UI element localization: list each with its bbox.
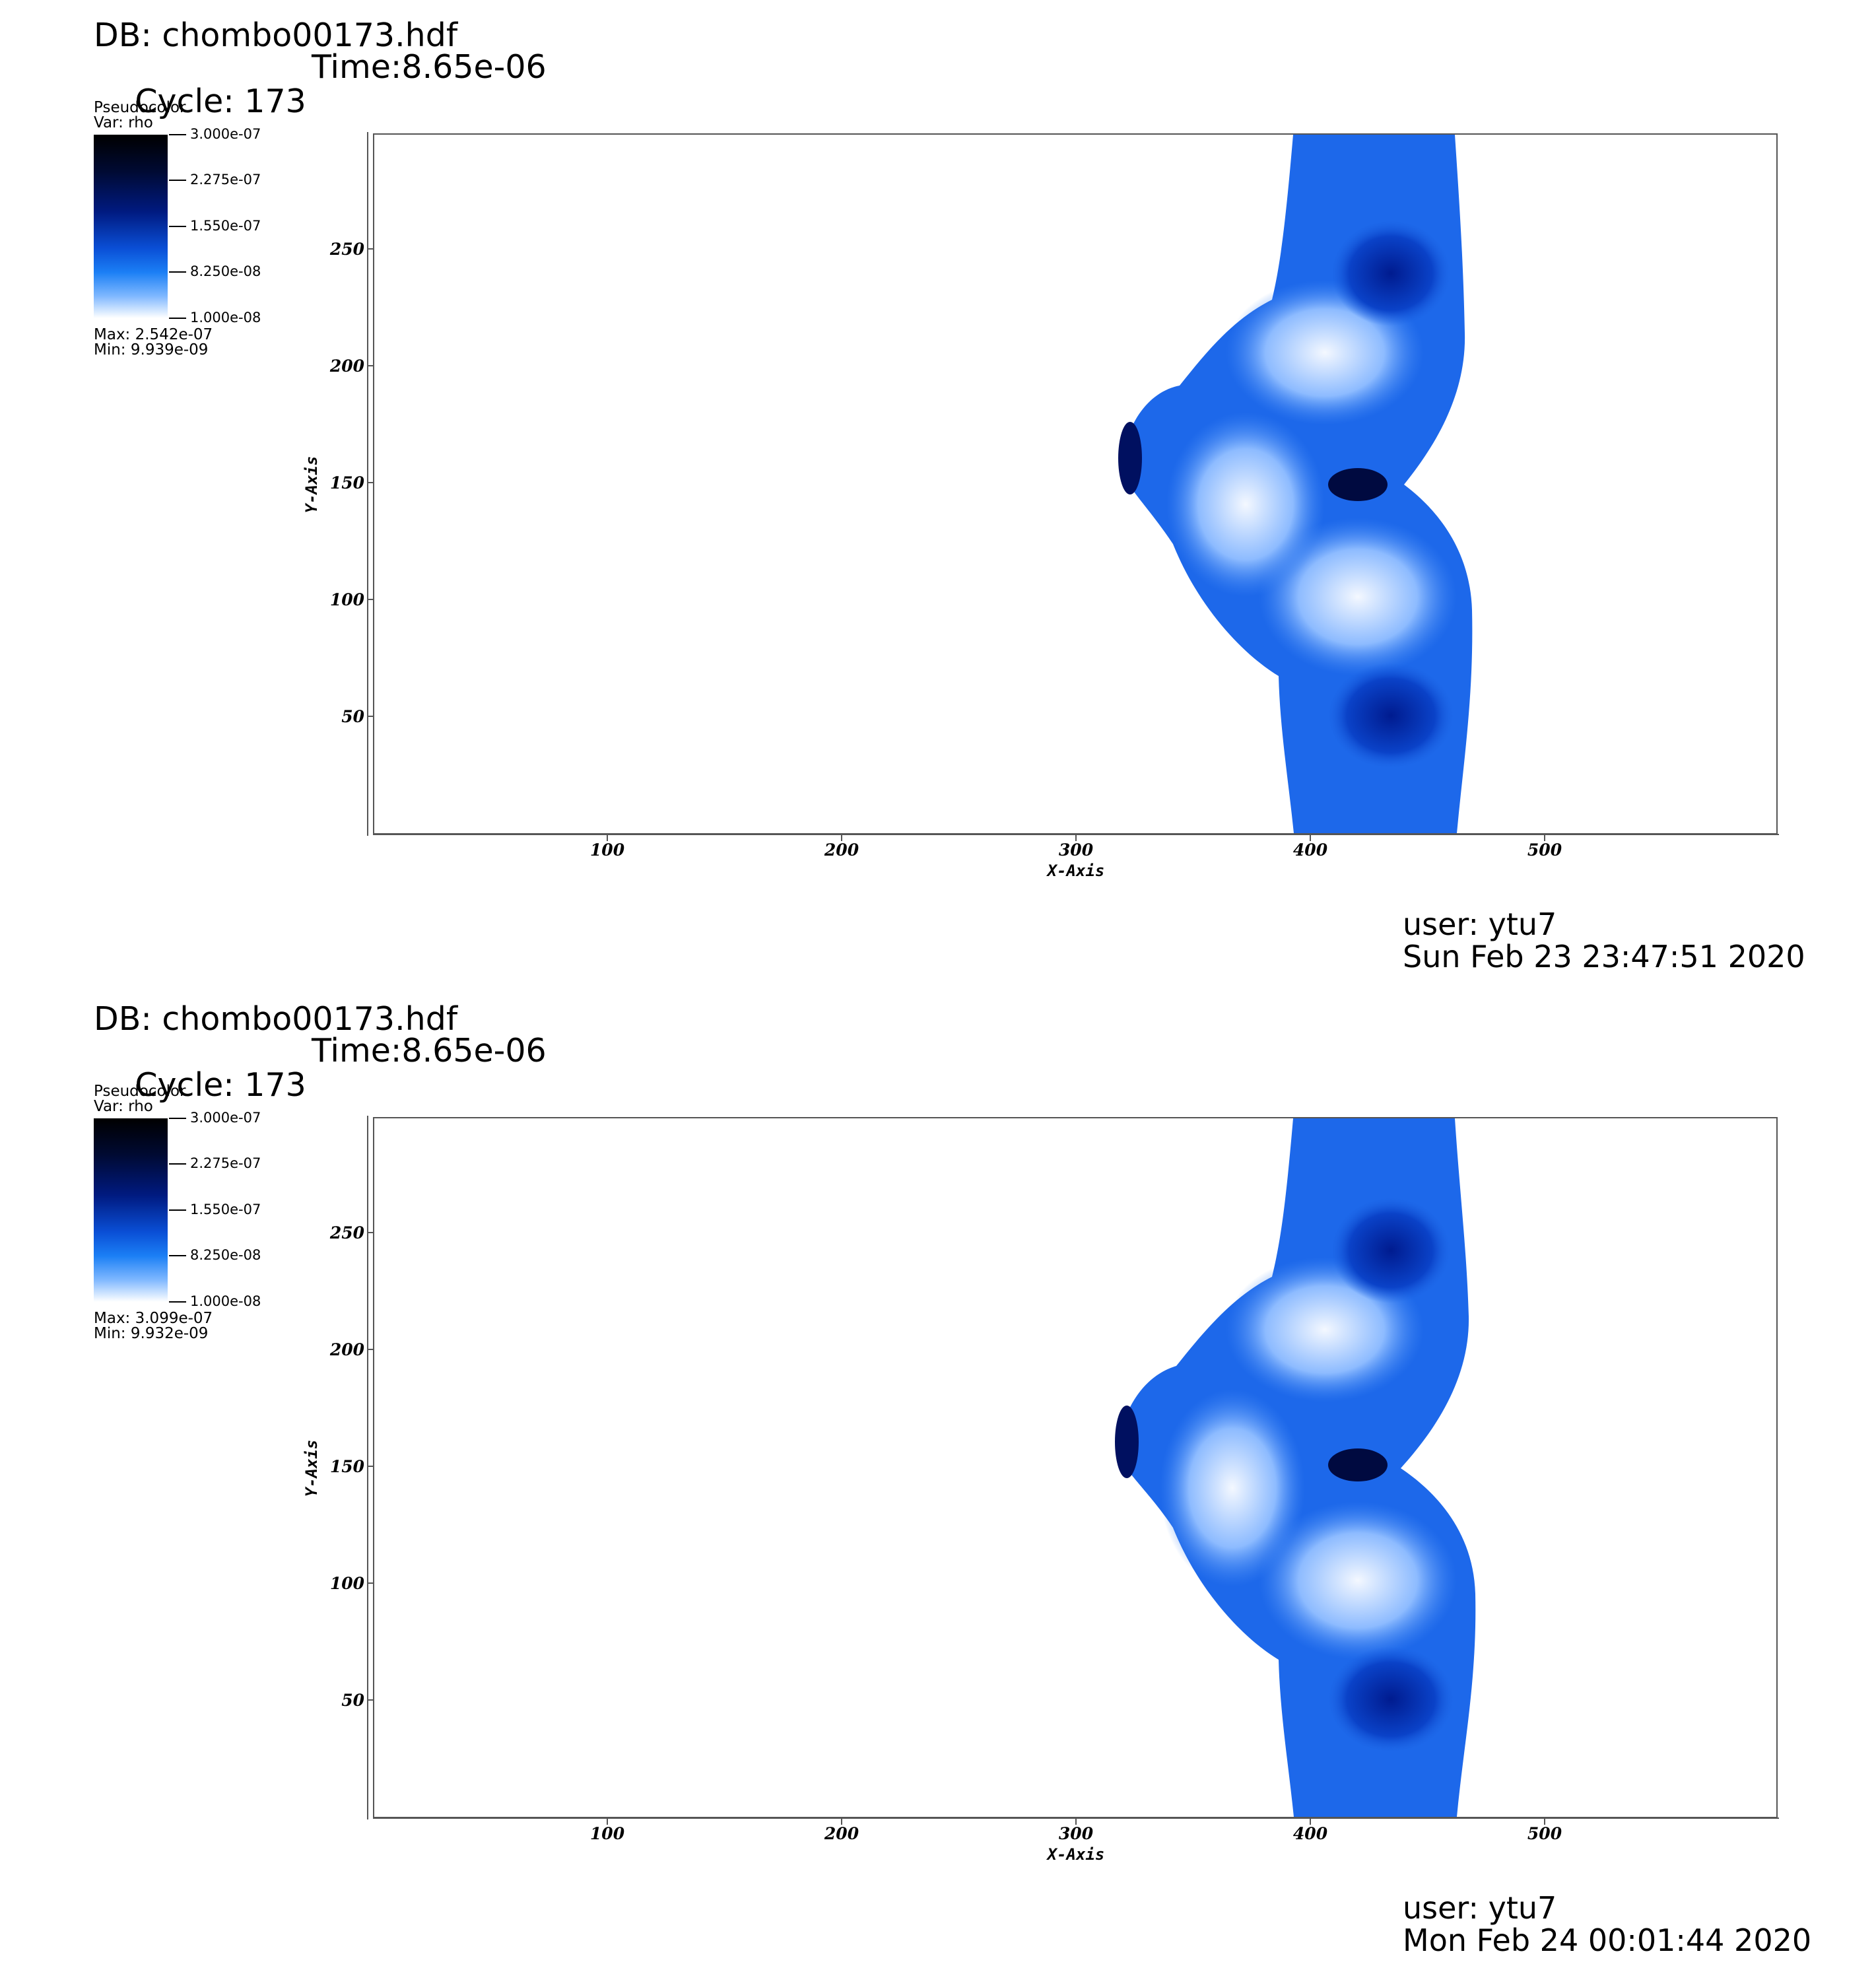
legend-tick-label: 2.275e-07 (190, 1155, 261, 1171)
dark-density-edge (1115, 1406, 1139, 1478)
y-tick-label: 50 (341, 707, 364, 726)
x-tick-label: 300 (1058, 1824, 1094, 1843)
legend-tick-label: 1.000e-08 (190, 1293, 261, 1309)
bright-density-region (1166, 412, 1325, 597)
dark-density-swirl (1331, 221, 1450, 326)
y-axis-ticks (367, 132, 374, 836)
date-label: Mon Feb 24 00:01:44 2020 (1403, 1922, 1812, 1958)
user-label: user: ytu7 (1403, 1890, 1557, 1926)
x-tick-label: 100 (589, 840, 625, 860)
y-tick-label: 250 (329, 240, 364, 259)
dark-density-edge (1118, 422, 1142, 494)
legend-tick-mark (169, 1255, 186, 1256)
y-axis-title: Y-Axis (302, 456, 321, 514)
legend-tick-label: 8.250e-08 (190, 1247, 261, 1263)
x-tick-label: 500 (1527, 840, 1562, 860)
dark-density-swirl (1331, 1198, 1450, 1303)
dark-density-swirl (1328, 1647, 1454, 1752)
density-field (1118, 135, 1473, 833)
y-axis-title: Y-Axis (302, 1439, 321, 1497)
legend-max-value: Max: 3.099e-07 (94, 1310, 213, 1327)
x-tick-label: 200 (824, 1824, 859, 1843)
y-tick-label: 200 (329, 1340, 364, 1359)
bright-density-region (1160, 1389, 1305, 1587)
pseudocolor-plot (373, 1117, 1778, 1818)
database-label: DB: chombo00173.hdf (94, 17, 458, 54)
cycle-time-line: Cycle: 173 Time:8.65e-06 (94, 1034, 546, 1137)
x-tick-label: 100 (589, 1824, 625, 1843)
visualization-panel-1: DB: chombo00173.hdf Cycle: 173 Time:8.65e… (0, 0, 1876, 984)
x-axis-ticks (373, 1817, 1779, 1825)
x-axis-title: X-Axis (1047, 1845, 1105, 1864)
y-axis-ticks (367, 1116, 374, 1819)
y-tick-label: 50 (341, 1691, 364, 1710)
legend-min-value: Min: 9.939e-09 (94, 341, 209, 358)
legend-variable: Var: rho (94, 114, 153, 131)
legend-tick-mark (169, 226, 186, 227)
legend-tick-mark (169, 271, 186, 273)
legend-tick-label: 2.275e-07 (190, 172, 261, 187)
legend-tick-mark (169, 1209, 186, 1211)
legend-title: Pseudocolor (94, 99, 186, 116)
colorbar (94, 135, 168, 318)
x-tick-label: 400 (1292, 1824, 1328, 1843)
legend-tick-label: 1.000e-08 (190, 310, 261, 325)
dark-density-swirl (1328, 663, 1454, 768)
x-axis-ticks (373, 834, 1779, 841)
bright-density-region (1259, 1501, 1457, 1660)
y-tick-label: 100 (329, 1574, 364, 1593)
legend-max-value: Max: 2.542e-07 (94, 326, 213, 343)
legend-title: Pseudocolor (94, 1083, 186, 1100)
colorbar (94, 1118, 168, 1302)
legend-tick-label: 3.000e-07 (190, 1110, 261, 1126)
dark-density-core (1328, 468, 1388, 501)
cycle-label: Cycle: 173 (135, 83, 306, 120)
y-tick-label: 100 (329, 590, 364, 609)
visualization-panel-2: DB: chombo00173.hdf Cycle: 173 Time:8.65e… (0, 984, 1876, 1967)
y-tick-label: 200 (329, 357, 364, 376)
date-label: Sun Feb 23 23:47:51 2020 (1403, 939, 1805, 974)
legend-tick-mark (169, 1118, 186, 1119)
time-label: Time:8.65e-06 (312, 1032, 547, 1070)
user-label: user: ytu7 (1403, 906, 1557, 942)
dark-density-core (1328, 1448, 1388, 1481)
legend-tick-mark (169, 134, 186, 135)
legend-tick-label: 3.000e-07 (190, 126, 261, 142)
legend-min-value: Min: 9.932e-09 (94, 1325, 209, 1342)
x-tick-label: 500 (1527, 1824, 1562, 1843)
legend-variable: Var: rho (94, 1098, 153, 1115)
database-label: DB: chombo00173.hdf (94, 1000, 458, 1038)
legend-tick-label: 1.550e-07 (190, 1202, 261, 1217)
x-tick-label: 300 (1058, 840, 1094, 860)
x-tick-label: 400 (1292, 840, 1328, 860)
y-tick-label: 150 (329, 473, 364, 493)
legend-tick-mark (169, 1301, 186, 1303)
cycle-label: Cycle: 173 (135, 1066, 306, 1104)
legend-tick-mark (169, 180, 186, 181)
y-tick-label: 150 (329, 1457, 364, 1476)
density-field (1115, 1118, 1476, 1817)
cycle-time-line: Cycle: 173 Time:8.65e-06 (94, 50, 546, 153)
legend-tick-label: 8.250e-08 (190, 263, 261, 279)
time-label: Time:8.65e-06 (312, 48, 547, 86)
x-axis-title: X-Axis (1047, 862, 1105, 880)
legend-tick-mark (169, 1163, 186, 1165)
x-tick-label: 200 (824, 840, 859, 860)
y-tick-label: 250 (329, 1223, 364, 1242)
legend-tick-label: 1.550e-07 (190, 218, 261, 234)
legend-tick-mark (169, 318, 186, 319)
pseudocolor-plot (373, 133, 1778, 834)
